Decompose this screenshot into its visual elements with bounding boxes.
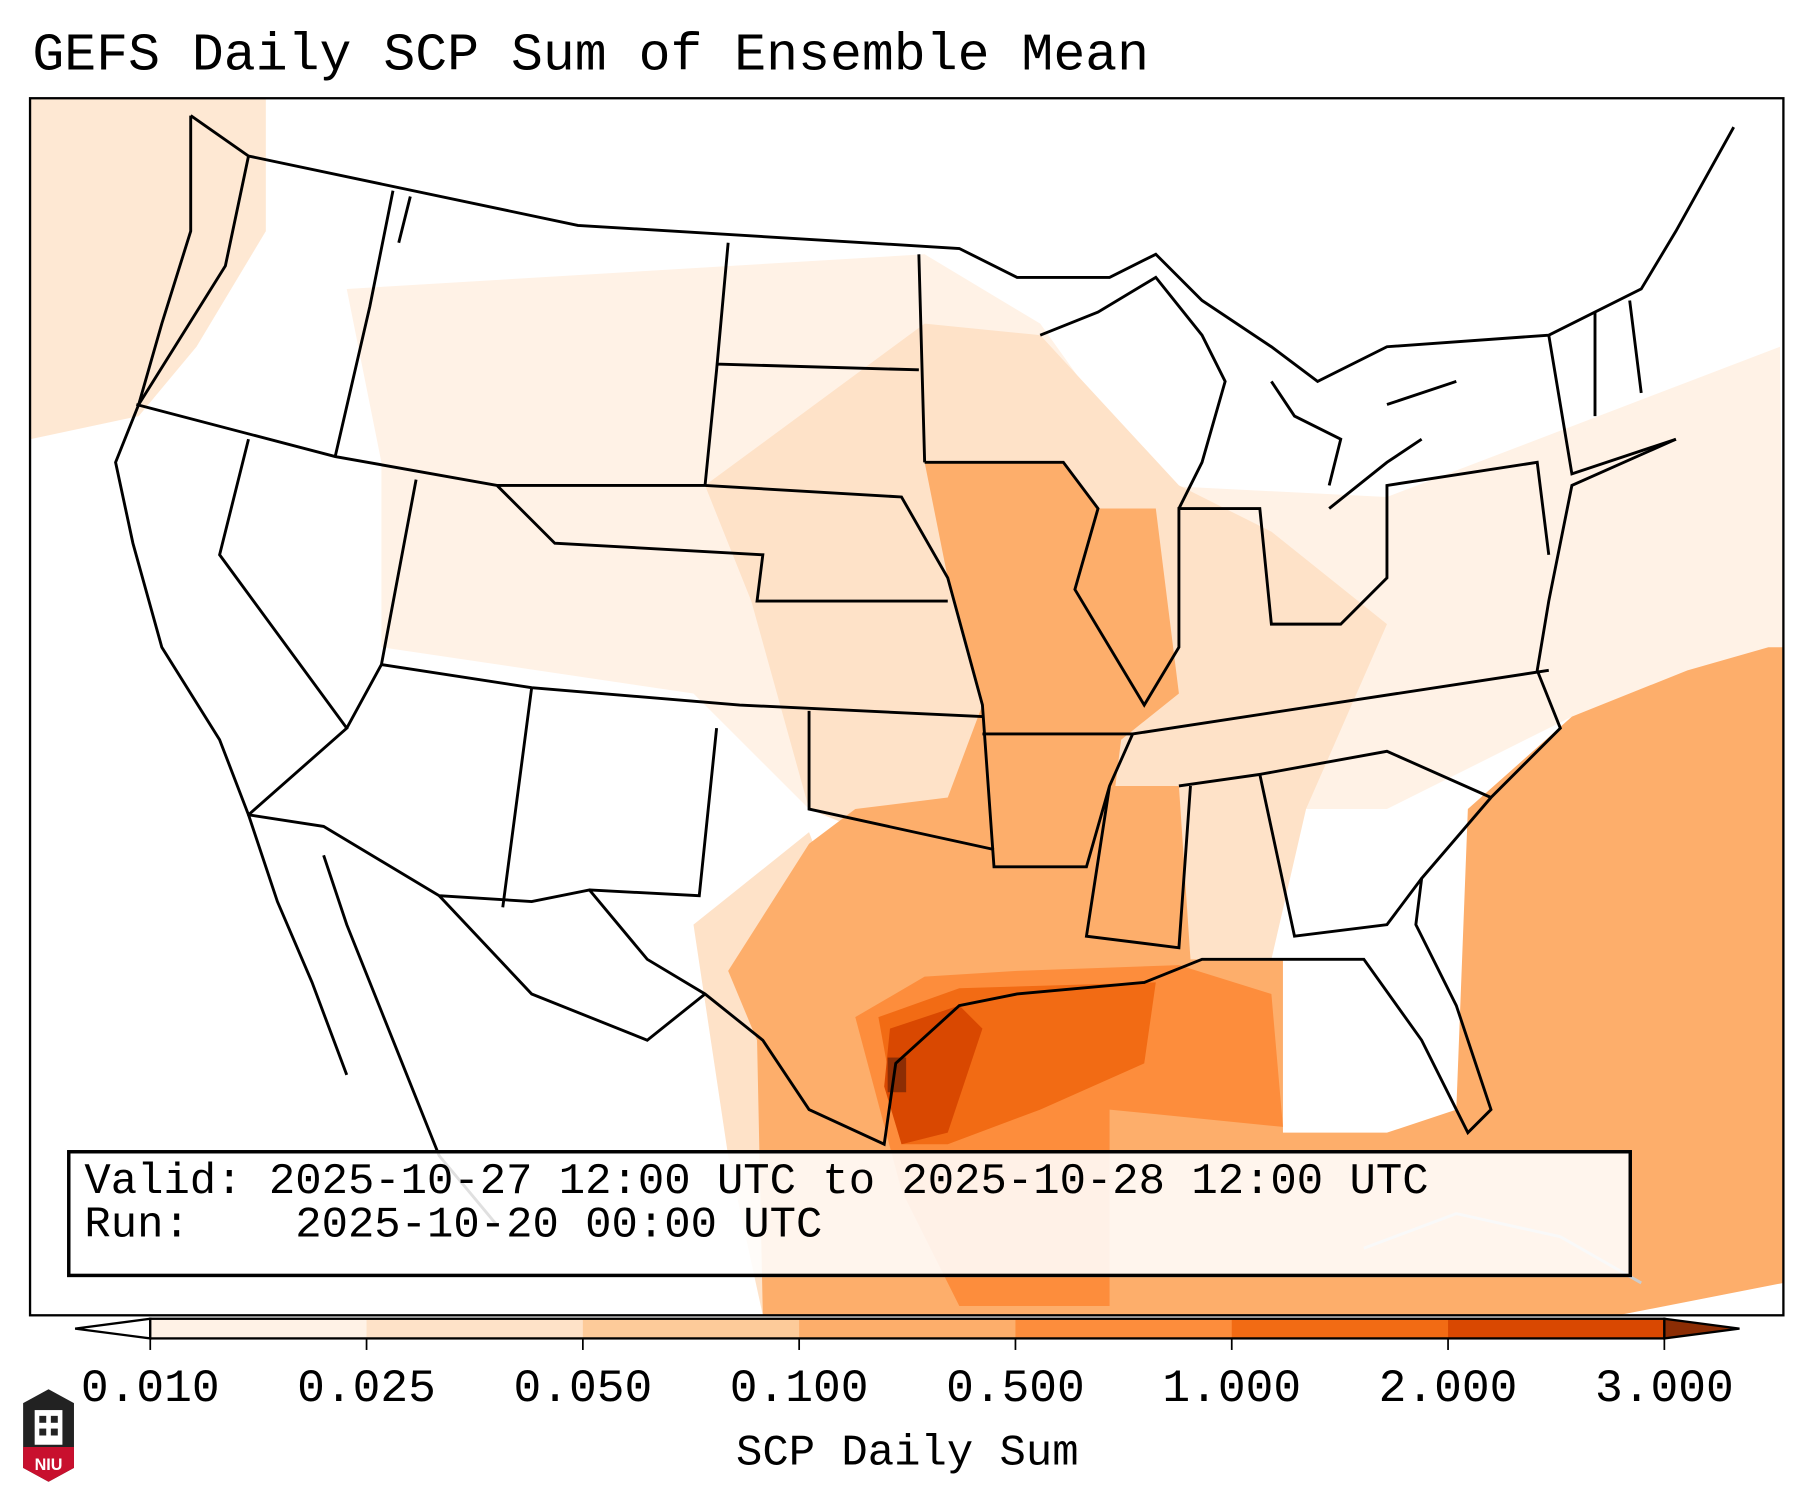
map-frame <box>28 97 1785 1317</box>
colorbar-label: SCP Daily Sum <box>735 1428 1079 1479</box>
state-lines <box>136 155 1677 950</box>
great-lakes <box>1039 275 1457 510</box>
colorbar-segment <box>150 1318 368 1339</box>
colorbar-segment <box>366 1318 584 1339</box>
run-label: Run: <box>84 1200 190 1251</box>
colorbar-tick-label: 0.500 <box>946 1363 1085 1416</box>
colorbar-under-extension <box>74 1317 152 1340</box>
colorbar-tick-label: 0.050 <box>513 1363 653 1416</box>
svg-text:NIU: NIU <box>35 1456 63 1474</box>
valid-label: Valid: <box>84 1156 243 1207</box>
shade-west-coast <box>30 98 266 440</box>
colorbar-tick-label: 3.000 <box>1594 1363 1734 1416</box>
run-value: 2025-10-20 00:00 UTC <box>295 1200 823 1251</box>
colorbar-segment <box>799 1318 1017 1339</box>
shade-tx-coast <box>884 1005 983 1145</box>
colorbar-segment <box>1231 1318 1449 1339</box>
valid-value: 2025-10-27 12:00 UTC to 2025-10-28 12:00… <box>268 1156 1429 1207</box>
valid-run-info-box: Valid: 2025-10-27 12:00 UTC to 2025-10-2… <box>67 1150 1632 1278</box>
colorbar-tick-label: 0.100 <box>729 1363 869 1416</box>
chart-title: GEFS Daily SCP Sum of Ensemble Mean <box>32 25 1150 86</box>
colorbar-outline <box>149 1317 1666 1340</box>
colorbar-segment <box>582 1318 800 1339</box>
us-outline <box>114 114 1735 1147</box>
colorbar-over-extension <box>1663 1317 1740 1340</box>
colorbar-segment <box>1448 1318 1665 1339</box>
niu-logo: NIU <box>23 1389 74 1482</box>
colorbar-tick-label: 2.000 <box>1378 1363 1518 1416</box>
colorbar-tick-label: 0.010 <box>80 1363 220 1416</box>
colorbar-segment <box>1015 1318 1233 1339</box>
colorbar <box>74 1317 1740 1350</box>
colorbar-tick-label: 1.000 <box>1162 1363 1302 1416</box>
colorbar-tick-label: 0.025 <box>297 1363 436 1416</box>
scp-shading <box>30 98 1784 1316</box>
